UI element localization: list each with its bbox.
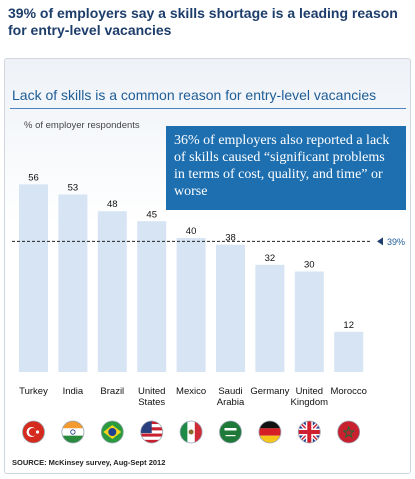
value-label-3: 45 (146, 209, 157, 220)
value-label-5: 38 (225, 233, 236, 244)
callout-box: 36% of employers also reported a lack of… (166, 126, 406, 210)
value-label-0: 56 (28, 172, 39, 183)
bar-8 (334, 331, 364, 372)
bar-7 (294, 271, 324, 372)
category-label-4-0: Mexico (176, 386, 206, 397)
bar-2 (97, 211, 127, 372)
united-kingdom-flag-icon (297, 420, 321, 444)
bar-1 (58, 194, 88, 372)
category-label-5-1: Arabia (217, 397, 245, 408)
bar-0 (19, 184, 48, 372)
value-label-1: 53 (68, 182, 79, 193)
category-label-1-0: India (63, 386, 84, 397)
bar-6 (255, 264, 285, 372)
bar-5 (216, 244, 245, 372)
morocco-flag-icon (337, 420, 361, 444)
category-label-6-0: Germany (250, 386, 289, 397)
bar-4 (176, 238, 206, 372)
subtitle-divider (10, 108, 406, 109)
value-label-4: 40 (186, 226, 197, 237)
category-label-0-0: Turkey (19, 386, 48, 397)
category-label-3-1: States (138, 397, 165, 408)
value-label-6: 32 (265, 253, 276, 264)
category-label-5-0: Saudi (218, 386, 242, 397)
value-label-8: 12 (343, 320, 354, 331)
saudi-arabia-flag-icon (219, 420, 242, 444)
category-label-2-0: Brazil (100, 386, 124, 397)
germany-flag-icon (258, 420, 282, 444)
mexico-flag-icon (179, 420, 203, 444)
chart-subtitle: Lack of skills is a common reason for en… (12, 87, 377, 103)
reference-marker-icon (377, 237, 383, 246)
category-label-3-0: United (138, 386, 165, 397)
y-axis-label: % of employer respondents (24, 120, 140, 131)
source-note: SOURCE: McKinsey survey, Aug-Sept 2012 (12, 458, 166, 467)
category-label-8-0: Morocco (330, 386, 366, 397)
bar-3 (137, 221, 167, 372)
turkey-flag-icon (22, 420, 45, 444)
category-label-7-0: United (296, 386, 323, 397)
page-title: 39% of employers say a skills shortage i… (8, 5, 398, 38)
category-label-7-1: Kingdom (291, 397, 329, 408)
united-states-flag-icon (140, 420, 164, 444)
india-flag-icon (61, 420, 85, 444)
reference-label: 39% (387, 237, 405, 247)
brazil-flag-icon (100, 420, 124, 444)
value-label-7: 30 (304, 260, 315, 271)
value-label-2: 48 (107, 199, 118, 210)
